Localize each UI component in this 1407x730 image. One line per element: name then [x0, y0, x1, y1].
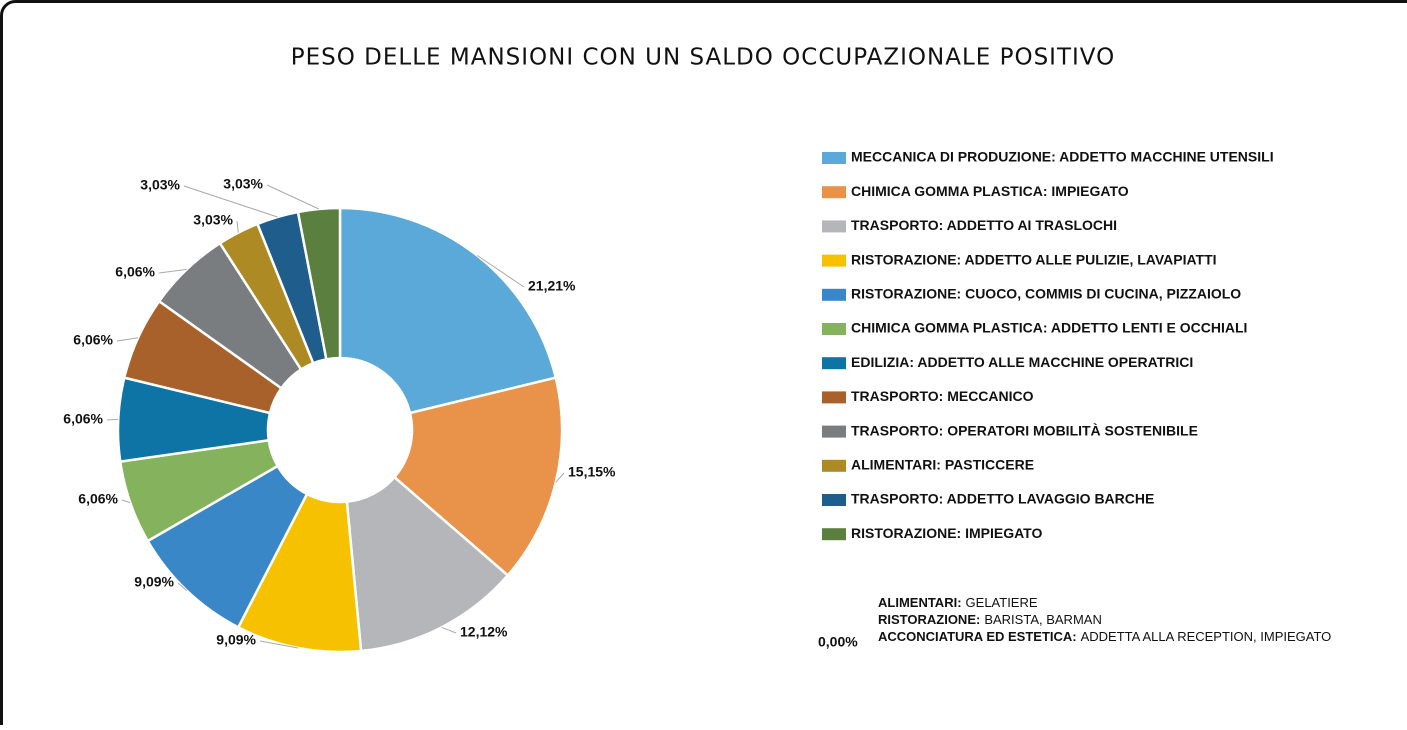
data-label: 3,03%	[223, 176, 263, 192]
legend-label: MECCANICA DI PRODUZIONE: ADDETTO MACCHIN…	[851, 149, 1274, 165]
annotation-roles: GELATIERE	[966, 595, 1038, 610]
annotation-sector: ACCONCIATURA ED ESTETICA:	[878, 629, 1077, 644]
legend-label: TRASPORTO: MECCANICO	[851, 388, 1034, 404]
legend-swatch	[822, 255, 846, 267]
legend-swatch	[822, 323, 846, 335]
legend-swatch	[822, 289, 846, 301]
legend-swatch	[822, 391, 846, 403]
legend-label: RISTORAZIONE: CUOCO, COMMIS DI CUCINA, P…	[851, 286, 1241, 302]
data-label: 9,09%	[134, 574, 174, 590]
data-label: 3,03%	[193, 212, 233, 228]
chart-title: PESO DELLE MANSIONI CON UN SALDO OCCUPAZ…	[291, 45, 1115, 71]
legend-swatch	[822, 426, 846, 438]
data-label: 21,21%	[528, 278, 576, 294]
legend-swatch	[822, 528, 846, 540]
legend-label: TRASPORTO: ADDETTO LAVAGGIO BARCHE	[851, 491, 1154, 507]
annotation-item: ALIMENTARI: GELATIERE	[878, 595, 1038, 610]
legend-label: CHIMICA GOMMA PLASTICA: ADDETTO LENTI E …	[851, 320, 1247, 336]
legend-label: EDILIZIA: ADDETTO ALLE MACCHINE OPERATRI…	[851, 354, 1193, 370]
legend-swatch	[822, 494, 846, 506]
leader-line	[107, 419, 118, 420]
legend-label: RISTORAZIONE: ADDETTO ALLE PULIZIE, LAVA…	[851, 251, 1217, 267]
legend-swatch	[822, 357, 846, 369]
legend-swatch	[822, 152, 846, 164]
data-label: 12,12%	[460, 624, 508, 640]
annotation-sector: ALIMENTARI:	[878, 595, 962, 610]
legend-swatch	[822, 186, 846, 198]
legend-label: TRASPORTO: OPERATORI MOBILITÀ SOSTENIBIL…	[851, 422, 1198, 438]
annotation-roles: ADDETTA ALLA RECEPTION, IMPIEGATO	[1081, 629, 1332, 644]
legend-label: TRASPORTO: ADDETTO AI TRASLOCHI	[851, 217, 1117, 233]
legend-label: CHIMICA GOMMA PLASTICA: IMPIEGATO	[851, 183, 1129, 199]
annotation-value: 0,00%	[818, 634, 858, 650]
data-label: 3,03%	[140, 177, 180, 193]
data-label: 6,06%	[73, 332, 113, 348]
data-label: 15,15%	[568, 464, 616, 480]
annotation-item: RISTORAZIONE: BARISTA, BARMAN	[878, 612, 1102, 627]
data-label: 6,06%	[63, 411, 103, 427]
annotation-item: ACCONCIATURA ED ESTETICA: ADDETTA ALLA RE…	[878, 629, 1331, 644]
data-label: 6,06%	[115, 264, 155, 280]
annotation-roles: BARISTA, BARMAN	[984, 612, 1102, 627]
data-label: 9,09%	[216, 632, 256, 648]
annotation-sector: RISTORAZIONE:	[878, 612, 980, 627]
data-label: 6,06%	[78, 491, 118, 507]
legend-label: ALIMENTARI: PASTICCERE	[851, 457, 1034, 473]
legend-label: RISTORAZIONE: IMPIEGATO	[851, 525, 1042, 541]
legend-swatch	[822, 220, 846, 232]
legend-swatch	[822, 460, 846, 472]
